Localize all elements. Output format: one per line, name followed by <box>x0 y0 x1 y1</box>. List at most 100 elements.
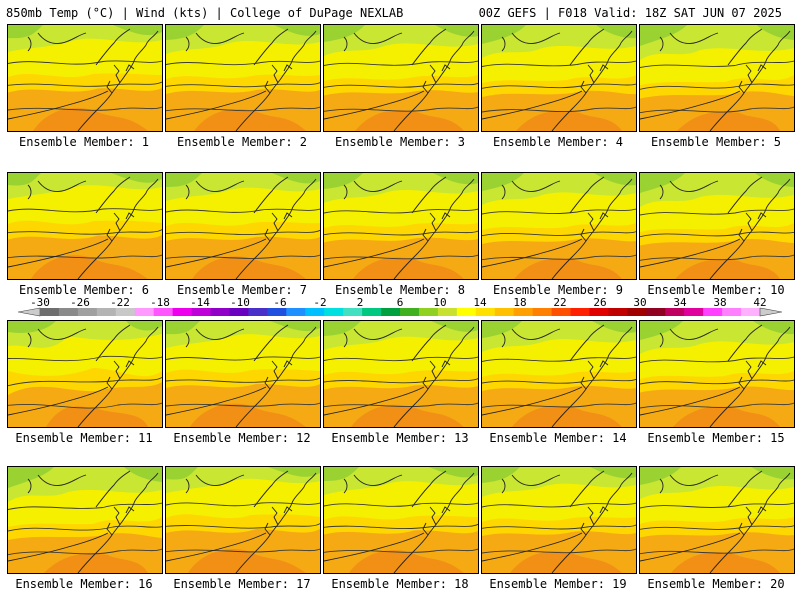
colorbar-segment <box>551 308 572 316</box>
ensemble-member-map <box>7 466 163 574</box>
colorbar-tick-label: -14 <box>190 296 210 309</box>
ensemble-member-map <box>7 24 163 132</box>
colorbar-segment <box>343 308 363 316</box>
ensemble-member-label: Ensemble Member: 12 <box>173 431 311 445</box>
colorbar-segment <box>115 308 136 316</box>
ensemble-member-map <box>639 466 795 574</box>
colorbar-tick-label: 30 <box>633 296 646 309</box>
colorbar-tick-label: 2 <box>357 296 364 309</box>
ensemble-member-label: Ensemble Member: 14 <box>489 431 627 445</box>
colorbar-segment <box>362 308 382 316</box>
ensemble-member-label: Ensemble Member: 18 <box>331 577 469 591</box>
colorbar-segment <box>267 308 287 316</box>
colorbar-segment <box>456 308 477 316</box>
ensemble-member-label: Ensemble Member: 1 <box>18 135 150 149</box>
colorbar-tick-label: 6 <box>397 296 404 309</box>
ensemble-member-map <box>165 320 321 428</box>
ensemble-member-label: Ensemble Member: 2 <box>176 135 308 149</box>
ensemble-member-map <box>323 172 479 280</box>
colorbar-tick-label: -18 <box>150 296 170 309</box>
colorbar-tick-label: 42 <box>753 296 766 309</box>
colorbar-segment <box>324 308 344 316</box>
colorbar-tick-label: -10 <box>230 296 250 309</box>
colorbar-segment <box>475 308 496 316</box>
colorbar-right-arrow <box>759 307 783 317</box>
ensemble-member-map <box>323 24 479 132</box>
colorbar-segment <box>172 308 193 316</box>
colorbar-segment <box>191 308 212 316</box>
ensemble-member-map <box>7 172 163 280</box>
ensemble-member-map <box>639 320 795 428</box>
colorbar-segment <box>229 308 249 316</box>
ensemble-member-map <box>481 466 637 574</box>
ensemble-member-map <box>7 320 163 428</box>
colorbar-segment <box>381 308 401 316</box>
colorbar-segment <box>646 308 666 316</box>
ensemble-member-label: Ensemble Member: 17 <box>173 577 311 591</box>
colorbar-segment <box>741 308 761 316</box>
colorbar-segment <box>153 308 174 316</box>
colorbar-tick-label: -22 <box>110 296 130 309</box>
colorbar-tick-label: 34 <box>673 296 687 309</box>
colorbar-segment <box>665 308 685 316</box>
ensemble-member-label: Ensemble Member: 3 <box>334 135 466 149</box>
colorbar-segment <box>608 308 628 316</box>
colorbar-segment <box>134 308 155 316</box>
ensemble-member-label: Ensemble Member: 4 <box>492 135 624 149</box>
colorbar-tick-label: 22 <box>553 296 566 309</box>
colorbar-segment <box>77 308 98 316</box>
ensemble-member-map <box>323 320 479 428</box>
colorbar-segment <box>570 308 590 316</box>
colorbar-segment <box>627 308 647 316</box>
colorbar-segment <box>96 308 117 316</box>
colorbar-segment <box>437 308 458 316</box>
ensemble-member-label: Ensemble Member: 20 <box>647 577 785 591</box>
colorbar-segment <box>305 308 325 316</box>
ensemble-member-label: Ensemble Member: 13 <box>331 431 469 445</box>
ensemble-member-label: Ensemble Member: 8 <box>334 283 466 297</box>
colorbar-tick-label: -2 <box>313 296 326 309</box>
ensemble-member-map <box>481 320 637 428</box>
ensemble-member-label: Ensemble Member: 11 <box>15 431 153 445</box>
colorbar-tick-label: 26 <box>593 296 606 309</box>
temperature-colorbar: -30 -26 -22 -18 -14 -10 -6 -2 2 6 10 14 18 22 26 30 34 38… <box>17 296 783 317</box>
ensemble-member-label: Ensemble Member: 9 <box>492 283 624 297</box>
colorbar-tick-label: -26 <box>70 296 90 309</box>
colorbar-segment <box>40 308 60 316</box>
ensemble-member-map <box>323 466 479 574</box>
ensemble-member-label: Ensemble Member: 7 <box>176 283 308 297</box>
colorbar-tick-label: 14 <box>473 296 487 309</box>
chart-title: 850mb Temp (°C) | Wind (kts) | College o… <box>6 6 404 20</box>
ensemble-member-label: Ensemble Member: 16 <box>15 577 153 591</box>
ensemble-member-map <box>481 24 637 132</box>
ensemble-member-label: Ensemble Member: 5 <box>650 135 782 149</box>
ensemble-member-map <box>481 172 637 280</box>
ensemble-member-label: Ensemble Member: 15 <box>647 431 785 445</box>
colorbar-segment <box>589 308 609 316</box>
colorbar-tick-label: 18 <box>513 296 526 309</box>
colorbar-segment <box>286 308 306 316</box>
colorbar-segment <box>684 308 704 316</box>
colorbar-segment <box>513 308 534 316</box>
ensemble-member-map <box>165 172 321 280</box>
colorbar-tick-label: 38 <box>713 296 726 309</box>
ensemble-member-label: Ensemble Member: 19 <box>489 577 627 591</box>
colorbar-segment <box>722 308 742 316</box>
ensemble-member-map <box>165 466 321 574</box>
colorbar-segment <box>210 308 230 316</box>
colorbar-left-arrow <box>17 307 41 317</box>
colorbar-segment <box>418 308 439 316</box>
run-valid-time: 00Z GEFS | F018 Valid: 18Z SAT JUN 07 20… <box>478 6 782 20</box>
colorbar-segment <box>248 308 268 316</box>
colorbar-segment <box>703 308 723 316</box>
colorbar-tick-label: -6 <box>273 296 286 309</box>
ensemble-member-map <box>165 24 321 132</box>
colorbar-tick-label: 10 <box>433 296 446 309</box>
ensemble-member-label: Ensemble Member: 6 <box>18 283 150 297</box>
colorbar-segment <box>58 308 79 316</box>
ensemble-member-map <box>639 24 795 132</box>
ensemble-member-map <box>639 172 795 280</box>
colorbar-segment <box>400 308 420 316</box>
ensemble-member-label: Ensemble Member: 10 <box>647 283 785 297</box>
colorbar-tick-label: -30 <box>30 296 50 309</box>
